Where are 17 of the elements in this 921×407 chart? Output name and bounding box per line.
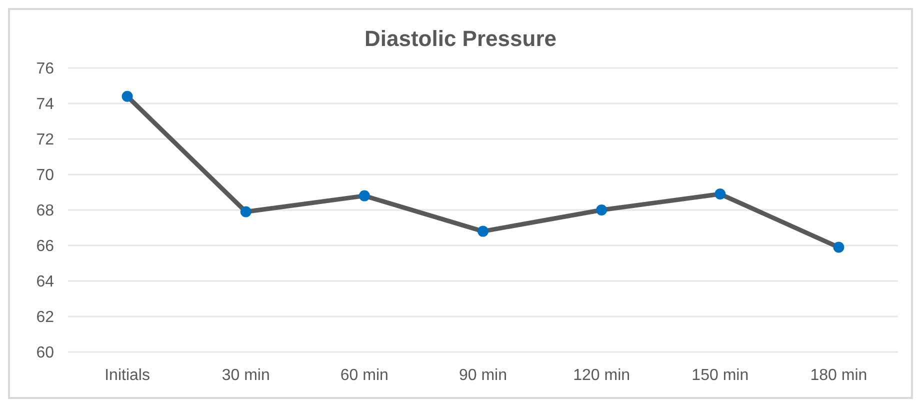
y-tick-label: 74 <box>36 96 54 114</box>
chart-title: Diastolic Pressure <box>364 26 556 51</box>
y-tick-label: 62 <box>36 309 54 326</box>
y-tick-label: 60 <box>36 344 54 362</box>
x-tick-label: 90 min <box>458 367 508 384</box>
x-tick-label: 30 min <box>222 367 270 384</box>
x-tick-label: 120 min <box>573 367 630 384</box>
x-tick-label: Initials <box>104 367 150 384</box>
y-tick-label: 68 <box>36 202 54 220</box>
y-tick-label: 72 <box>36 132 54 149</box>
y-tick-label: 66 <box>36 238 54 256</box>
y-tick-label: 64 <box>36 274 54 291</box>
y-tick-label: 70 <box>36 167 54 184</box>
y-tick-label: 76 <box>36 60 54 78</box>
x-tick-label: 150 min <box>692 367 749 384</box>
x-tick-label: 60 min <box>340 367 388 384</box>
x-tick-label: 180 min <box>810 367 868 384</box>
